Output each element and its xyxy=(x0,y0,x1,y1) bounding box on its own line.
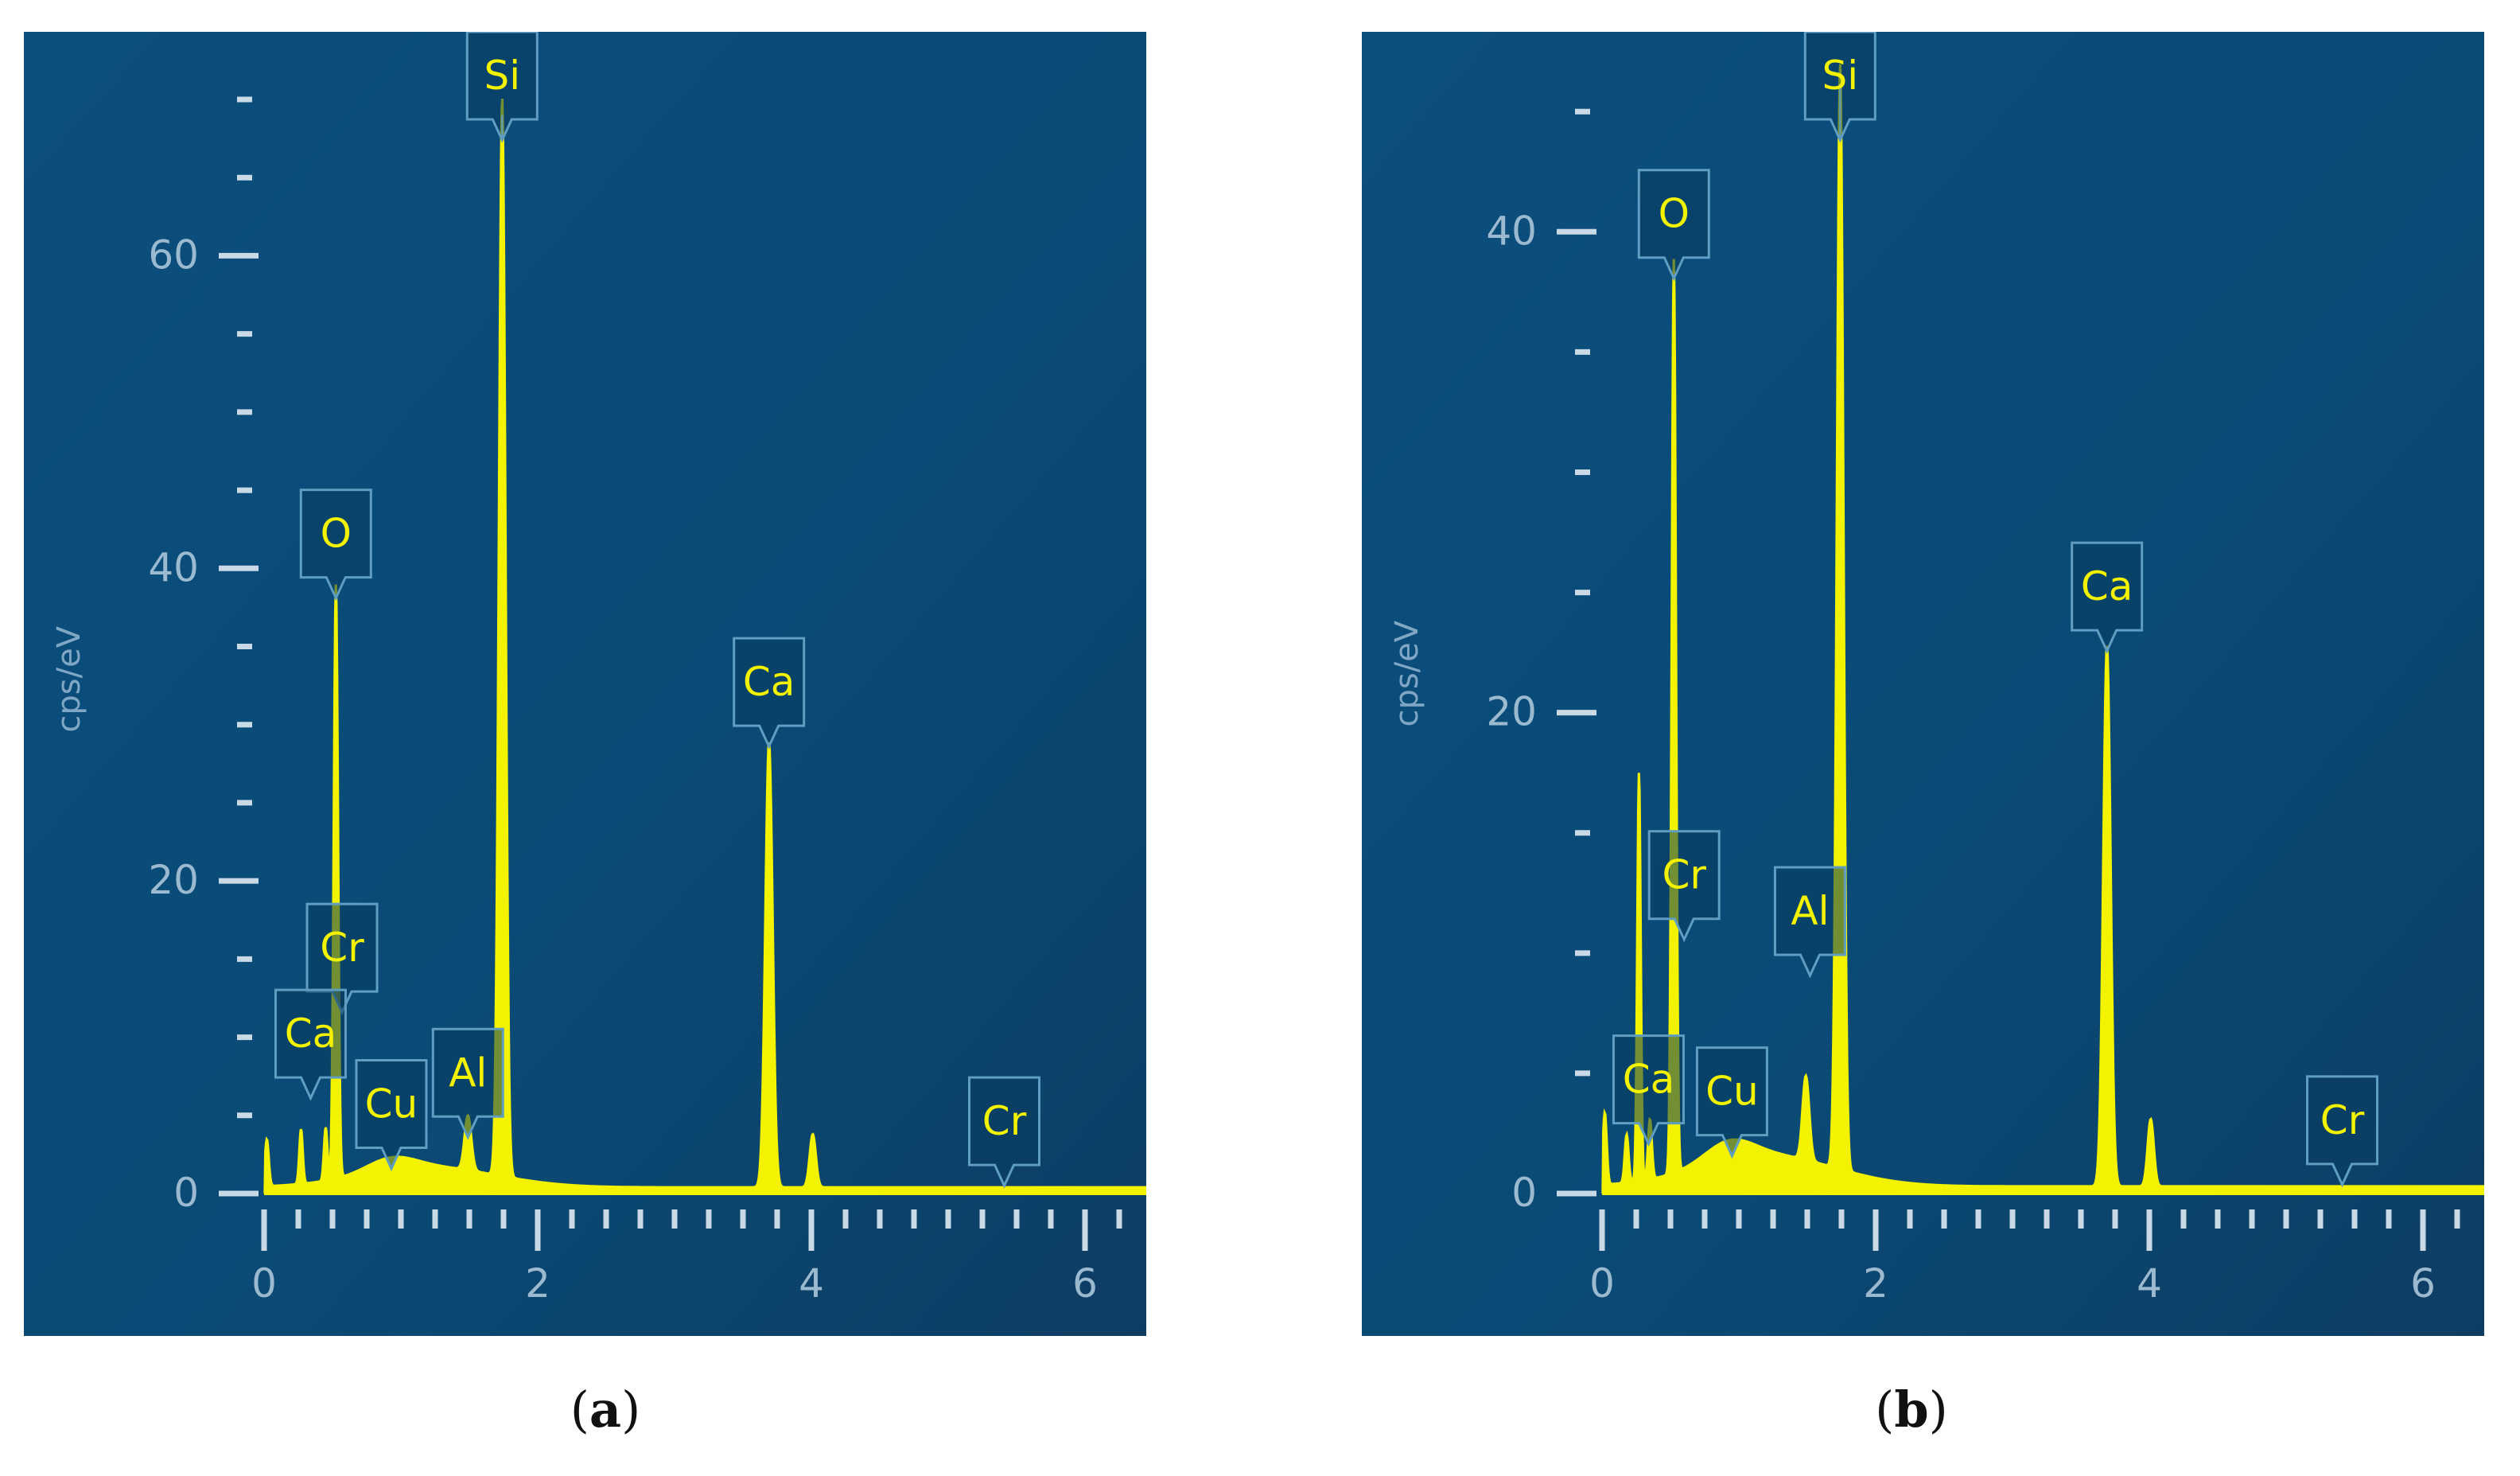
element-label-text: O xyxy=(321,511,352,557)
x-tick-label: 4 xyxy=(2137,1260,2162,1307)
element-label-ca: Ca xyxy=(2071,541,2144,654)
y-tick-label: 20 xyxy=(1486,689,1537,735)
y-tick-label: 40 xyxy=(148,544,199,590)
element-label-al: Al xyxy=(1773,866,1846,979)
y-tick-label: 0 xyxy=(1511,1170,1537,1216)
x-tick-label: 0 xyxy=(1589,1260,1615,1307)
element-label-si: Si xyxy=(1803,32,1876,143)
caption-b: (b) xyxy=(1875,1381,1948,1439)
element-label-ca: Ca xyxy=(274,988,347,1101)
element-label-box xyxy=(1637,169,1710,282)
element-label-si: Si xyxy=(465,32,539,143)
spectrum-chart-b: cps/eV 0 20 40 0 2 4 6 Si O Ca Cr Al Cu Ca Cr xyxy=(1362,32,2484,1336)
y-tick-label: 0 xyxy=(173,1170,199,1216)
x-tick-label: 4 xyxy=(799,1260,824,1307)
element-label-box xyxy=(1803,32,1876,143)
x-tick-label: 0 xyxy=(251,1260,277,1307)
element-label-box xyxy=(355,1059,428,1172)
element-label-text: Ca xyxy=(2081,563,2133,609)
spectrum-chart-a: cps/eV 0 20 40 60 0 2 4 6 Si O Ca Cr Ca Al Cu Cr xyxy=(24,32,1146,1336)
element-label-text: Cr xyxy=(320,925,364,971)
plot-background xyxy=(1362,32,2484,1336)
element-label-text: Ca xyxy=(1623,1057,1675,1103)
spectrum-series xyxy=(263,99,1146,1195)
element-label-text: Cr xyxy=(1662,852,1706,898)
element-label-o: O xyxy=(1637,169,1710,282)
spectrum-series xyxy=(1601,64,2484,1195)
caption-b-letter: b xyxy=(1894,1381,1929,1439)
element-label-ca: Ca xyxy=(733,637,806,750)
element-label-box xyxy=(1612,1034,1685,1147)
x-tick-label: 6 xyxy=(2410,1260,2436,1307)
element-label-box xyxy=(431,1027,504,1140)
element-label-al: Al xyxy=(431,1027,504,1140)
x-tick-label: 2 xyxy=(1863,1260,1888,1307)
caption-a: (a) xyxy=(570,1381,641,1439)
element-label-box xyxy=(1647,830,1721,943)
y-axis-label: cps/eV xyxy=(51,625,88,732)
element-label-box xyxy=(2071,541,2144,654)
y-tick-label: 20 xyxy=(148,857,199,903)
element-label-cr: Cr xyxy=(305,902,379,1015)
eds-spectrum-panel-b: cps/eV 0 20 40 0 2 4 6 Si O Ca Cr Al Cu Ca Cr xyxy=(1362,32,2484,1336)
element-label-text: O xyxy=(1659,191,1690,237)
element-label-box xyxy=(968,1076,1041,1189)
x-tick-label: 2 xyxy=(525,1260,550,1307)
element-label-cr: Cr xyxy=(2306,1075,2379,1188)
element-label-cr: Cr xyxy=(968,1076,1041,1189)
element-label-text: Al xyxy=(1791,888,1829,934)
element-label-ca: Ca xyxy=(1612,1034,1685,1147)
element-label-text: Cu xyxy=(365,1081,418,1127)
element-label-text: Cr xyxy=(2320,1097,2365,1143)
caption-a-letter: a xyxy=(589,1381,622,1439)
y-tick-label: 60 xyxy=(148,232,199,278)
element-label-cu: Cu xyxy=(1695,1046,1768,1159)
element-label-o: O xyxy=(299,489,372,602)
element-label-text: Ca xyxy=(285,1011,337,1057)
element-label-text: Si xyxy=(1822,53,1858,99)
element-label-box xyxy=(465,32,539,143)
element-label-cu: Cu xyxy=(355,1059,428,1172)
y-axis-label: cps/eV xyxy=(1389,620,1425,726)
element-label-text: Al xyxy=(449,1050,487,1096)
element-label-box xyxy=(2306,1075,2379,1188)
element-label-box xyxy=(1695,1046,1768,1159)
element-label-text: Si xyxy=(484,53,520,99)
element-label-box xyxy=(1773,866,1846,979)
element-label-text: Ca xyxy=(743,659,795,705)
y-tick-label: 40 xyxy=(1486,208,1537,254)
element-label-box xyxy=(299,489,372,602)
element-label-text: Cu xyxy=(1705,1069,1759,1115)
eds-spectrum-panel-a: cps/eV 0 20 40 60 0 2 4 6 Si O Ca Cr Ca Al Cu Cr xyxy=(24,32,1146,1336)
element-label-box xyxy=(274,988,347,1101)
element-label-text: Cr xyxy=(982,1098,1027,1144)
plot-background xyxy=(24,32,1146,1336)
element-label-box xyxy=(733,637,806,750)
element-label-cr: Cr xyxy=(1647,830,1721,943)
x-tick-label: 6 xyxy=(1072,1260,1098,1307)
